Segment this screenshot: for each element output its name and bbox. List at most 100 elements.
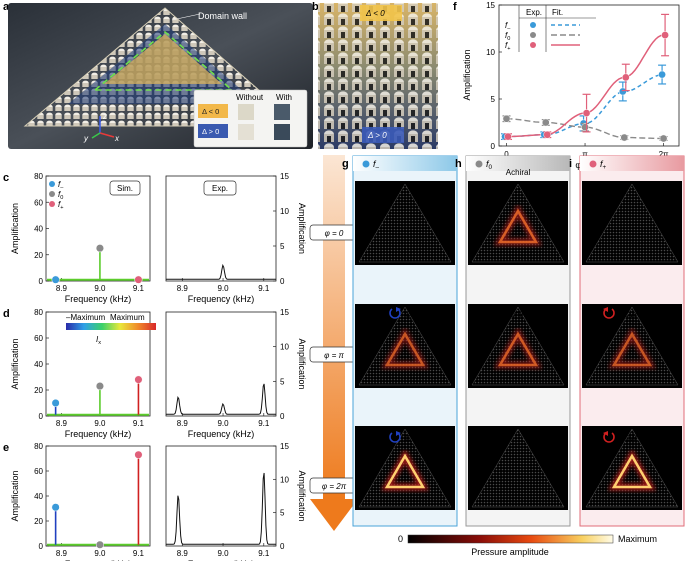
xtick-label: 9.1 [258,284,270,293]
legend-marker-c [49,181,55,187]
column-header [466,156,570,171]
phi-arrow: φ = 0 φ = π φ = 2π [309,155,359,531]
pressure-title: Pressure amplitude [471,547,549,557]
legend-marker-f [530,22,536,28]
legend-box: Without With Δ < 0 Δ > 0 [193,89,308,148]
plot-frame-f [498,4,680,147]
ring-core [497,331,539,367]
ytick-label-left: 60 [34,334,43,343]
panel-f: f Amplification φ (rad) Exp. Fit. f–f0f+… [453,1,680,170]
legend-f: Exp. Fit. f–f0f+ [505,5,596,52]
axis-x-label: x [114,134,120,143]
exp-spectrum [166,383,276,415]
spectra-row-e: e0204060800510158.98.99.09.09.19.1Freque… [3,442,307,561]
ytick-label-left: 80 [34,308,43,317]
data-point-f-zero [659,134,668,143]
sim-peak-marker-f-plus [134,375,143,384]
ytick-label-right: 15 [280,442,289,451]
sim-peak-marker-f-plus [134,450,143,459]
xtick-label: 8.9 [177,419,189,428]
legend-marker-f [530,32,536,38]
ytick-label-left: 0 [39,412,44,421]
colorbar-field-label: Ix [96,335,101,346]
ytick-label-right: 5 [280,377,285,386]
domain-wall-line [92,30,235,91]
ytick-label-left: 0 [39,542,44,551]
mode-label-cw: CW [405,434,419,443]
ytick-label-right: 0 [280,542,285,551]
sim-tag-box [109,180,141,196]
exp-spectrum [166,472,276,545]
xtick-label-f: π [582,150,588,159]
sim-peak-marker-f-minus [51,275,60,284]
delta-neg-swatch [198,104,228,118]
cw-arrowhead [396,307,401,312]
delta-neg-tag [360,5,402,21]
xtick-label: 9.0 [217,549,229,558]
lattice-triangle [358,306,452,386]
ytick-label-right: 10 [280,207,289,216]
data-point-f-zero [581,123,589,132]
legend-entry-f: f– [505,21,511,32]
legend-exp-header: Exp. [526,8,542,17]
data-point-f-zero [620,133,629,142]
mode-label-ccw: CCW [618,310,638,319]
photo-b-cylinders [318,3,438,149]
data-point-f-plus [621,73,630,82]
with-neg-thumb [274,104,290,120]
ytick-label-right: 0 [280,412,285,421]
inner-domain [104,34,222,84]
mode-label-ccw: CCW [618,434,638,443]
map-column-h: h f0 Achiral Achiral [455,155,571,527]
without-pos-thumb [238,124,254,140]
ytick-label-right: 10 [280,475,289,484]
ytick-label-left: 40 [34,225,43,234]
legend-fit-header: Fit. [552,8,563,17]
without-neg-thumb [238,104,254,120]
legend-delta-neg: Δ < 0 [202,107,219,116]
sim-peak-marker-f-plus [134,275,143,284]
pressure-max-label: Maximum [618,534,657,544]
data-point-f-plus [504,132,512,141]
column-marker [362,160,370,168]
phi-label: φ = π [324,351,344,360]
pressure-min-label: 0 [398,534,403,544]
sim-peak-marker-f-zero [95,382,104,391]
ytick-label-left: 60 [34,467,43,476]
ytick-label-right: 5 [280,242,285,251]
legend-without: Without [236,93,264,102]
column-header-label: f– [373,159,380,171]
lattice-triangle [358,183,452,263]
exp-frame [165,311,277,417]
colorbar-min-label: –Maximum [66,313,105,322]
data-point-f-zero [502,114,511,123]
map-column-g: g f– CW CW [342,155,458,527]
xlabel-sim: Frequency (kHz) [65,559,132,561]
panel-b: b Δ < 0 Δ > 0 [312,1,438,149]
legend-entry-f: f0 [505,31,510,42]
mode-label-achiral: Achiral [506,168,531,177]
xtick-label: 9.1 [133,419,145,428]
exp-tag: Exp. [212,184,228,193]
lattice-triangle [585,428,679,508]
ylabel-left: Amplification [10,338,20,389]
column-header [353,156,457,171]
ring-core [611,331,653,367]
data-point-f-minus [658,70,666,79]
domain-wall-label: Domain wall [198,11,247,21]
panel-label-b: b [312,1,319,13]
axis-y-label: y [83,134,89,143]
ring-core [384,331,426,367]
xtick-label: 9.1 [258,419,270,428]
pressure-colorbar: 0 Maximum Pressure amplitude [398,534,657,557]
xlabel-exp: Frequency (kHz) [188,559,255,561]
ytick-label-f: 5 [491,95,496,104]
panel-label-h: h [455,158,462,170]
xtick-label: 9.1 [258,549,270,558]
delta-pos-swatch [198,124,228,138]
with-pos-thumb [274,124,290,140]
ylabel-f: Amplification [462,49,472,100]
mode-label-achiral: Achiral [506,310,531,319]
ytick-label-right: 0 [280,277,285,286]
